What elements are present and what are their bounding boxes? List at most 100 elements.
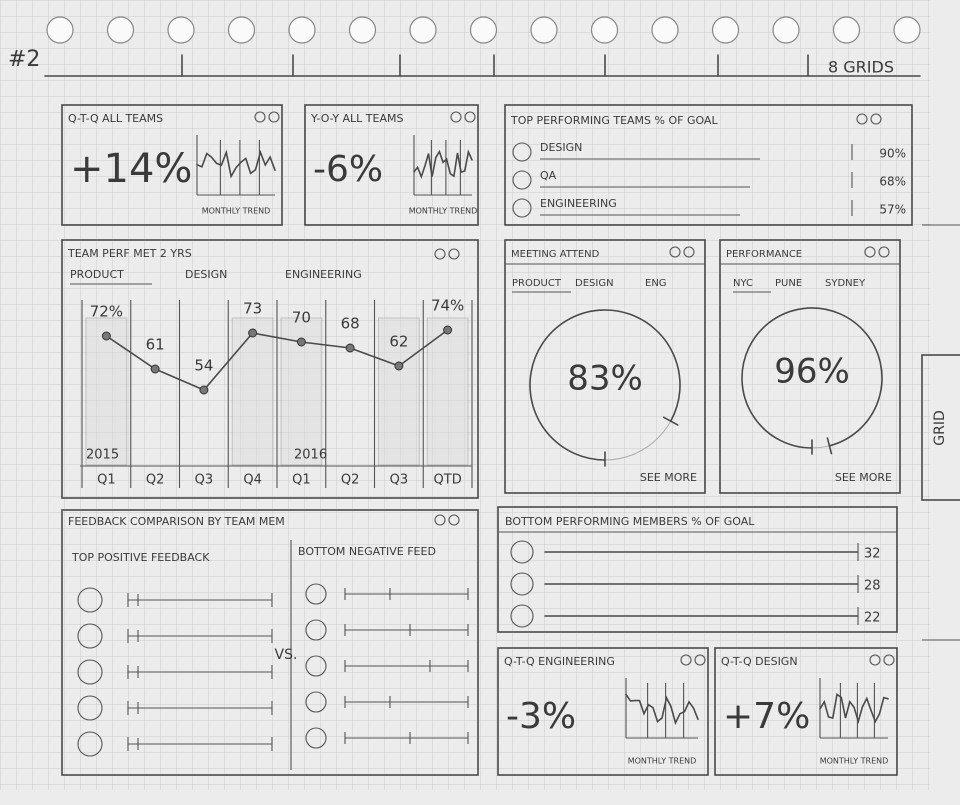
tab[interactable]: NYC bbox=[733, 278, 753, 289]
ring-hole bbox=[893, 16, 921, 44]
team-name: DESIGN bbox=[540, 141, 582, 154]
grid-note: 8 GRIDS bbox=[828, 58, 894, 77]
data-point bbox=[101, 331, 111, 341]
column-band bbox=[280, 317, 323, 466]
member-avatar bbox=[510, 572, 534, 596]
ring-hole bbox=[711, 16, 740, 44]
data-point bbox=[296, 337, 306, 347]
member-avatar bbox=[77, 623, 103, 649]
kpi-caption: MONTHLY TREND bbox=[202, 207, 271, 216]
kpi-caption: MONTHLY TREND bbox=[409, 207, 478, 216]
ring-hole bbox=[106, 16, 135, 44]
data-point bbox=[248, 328, 258, 338]
gauge-arc bbox=[741, 307, 883, 449]
panel-title: PERFORMANCE bbox=[726, 249, 802, 260]
see-more-link[interactable]: SEE MORE bbox=[640, 471, 697, 484]
kpi-value: +14% bbox=[70, 146, 192, 192]
quarter-label: Q3 bbox=[195, 473, 214, 488]
panel-icon[interactable] bbox=[434, 514, 446, 526]
grid-paper bbox=[0, 0, 930, 790]
side-tab-label[interactable]: GRID bbox=[932, 410, 948, 446]
kpi-value: -3% bbox=[506, 696, 576, 737]
side-tab[interactable] bbox=[921, 354, 960, 501]
kpi-caption: MONTHLY TREND bbox=[628, 757, 697, 766]
gauge-value: 83% bbox=[567, 359, 643, 399]
panel-icon[interactable] bbox=[669, 246, 681, 258]
panel bbox=[714, 647, 898, 776]
panel-icon[interactable] bbox=[883, 654, 895, 666]
data-label: 72% bbox=[90, 303, 123, 321]
ring-hole bbox=[469, 16, 498, 44]
panel-icon[interactable] bbox=[864, 246, 876, 258]
trend-line bbox=[105, 329, 449, 391]
panel-icon[interactable] bbox=[680, 654, 692, 666]
year-label: 2016 bbox=[294, 448, 327, 463]
panel-icon[interactable] bbox=[869, 654, 881, 666]
data-point bbox=[443, 325, 453, 335]
member-value: 32 bbox=[864, 547, 881, 562]
panel-title: Q-T-Q ALL TEAMS bbox=[68, 112, 163, 125]
versus-label: VS. bbox=[275, 647, 298, 663]
panel-title: MEETING ATTEND bbox=[511, 249, 600, 260]
panel bbox=[304, 104, 479, 226]
team-value: 68% bbox=[879, 175, 906, 189]
panel-icon[interactable] bbox=[450, 111, 462, 123]
panel-icon[interactable] bbox=[268, 111, 280, 123]
panel-title: TOP PERFORMING TEAMS % OF GOAL bbox=[510, 114, 718, 127]
team-avatar bbox=[512, 142, 532, 162]
ring-hole bbox=[651, 16, 679, 44]
tab[interactable]: ENGINEERING bbox=[285, 268, 362, 281]
tab[interactable]: PRODUCT bbox=[70, 268, 124, 281]
ring-hole bbox=[46, 16, 74, 44]
tab[interactable]: ENG bbox=[645, 278, 667, 289]
member-avatar bbox=[305, 619, 327, 641]
sparkline bbox=[625, 693, 699, 726]
kpi-value: -6% bbox=[313, 149, 383, 190]
panel-title: Y-O-Y ALL TEAMS bbox=[310, 112, 403, 125]
data-label: 62 bbox=[389, 333, 408, 351]
panel-icon[interactable] bbox=[878, 246, 890, 258]
quarter-label: Q2 bbox=[341, 473, 360, 488]
panel-icon[interactable] bbox=[254, 111, 266, 123]
team-value: 57% bbox=[879, 203, 906, 217]
ring-hole bbox=[832, 16, 861, 44]
tab[interactable]: DESIGN bbox=[185, 268, 227, 281]
panel-icon[interactable] bbox=[694, 654, 706, 666]
data-label: 54 bbox=[194, 357, 213, 375]
member-avatar bbox=[77, 731, 103, 757]
panel-icon[interactable] bbox=[434, 248, 446, 260]
member-avatar bbox=[305, 655, 327, 677]
data-point bbox=[199, 385, 209, 395]
sparkline bbox=[819, 693, 889, 725]
column-band bbox=[378, 317, 420, 466]
sparkline bbox=[196, 149, 276, 179]
column-band bbox=[426, 317, 469, 466]
panel-title: BOTTOM PERFORMING MEMBERS % OF GOAL bbox=[505, 515, 755, 528]
quarter-label: Q4 bbox=[243, 473, 262, 488]
ring-hole bbox=[167, 16, 195, 44]
tab[interactable]: DESIGN bbox=[575, 278, 614, 289]
panel-icon[interactable] bbox=[856, 113, 868, 125]
member-avatar bbox=[305, 691, 327, 713]
see-more-link[interactable]: SEE MORE bbox=[835, 471, 892, 484]
member-avatar bbox=[77, 695, 103, 721]
member-avatar bbox=[305, 583, 327, 605]
data-label: 70 bbox=[292, 309, 311, 327]
panel-icon[interactable] bbox=[870, 113, 882, 125]
panel-icon[interactable] bbox=[683, 246, 695, 258]
tab[interactable]: PRODUCT bbox=[512, 278, 562, 289]
tab[interactable]: SYDNEY bbox=[825, 278, 866, 289]
panel bbox=[497, 506, 898, 633]
gauge-arc bbox=[529, 309, 681, 461]
data-point bbox=[394, 361, 404, 371]
panel bbox=[61, 509, 479, 776]
member-value: 22 bbox=[864, 611, 881, 626]
panel-icon[interactable] bbox=[464, 111, 476, 123]
member-avatar bbox=[305, 727, 327, 749]
column-heading: TOP POSITIVE FEEDBACK bbox=[71, 551, 210, 564]
tab[interactable]: PUNE bbox=[775, 278, 802, 289]
panel-icon[interactable] bbox=[448, 514, 460, 526]
ring-hole bbox=[409, 16, 437, 44]
quarter-label: Q2 bbox=[146, 473, 165, 488]
panel-icon[interactable] bbox=[448, 248, 460, 260]
